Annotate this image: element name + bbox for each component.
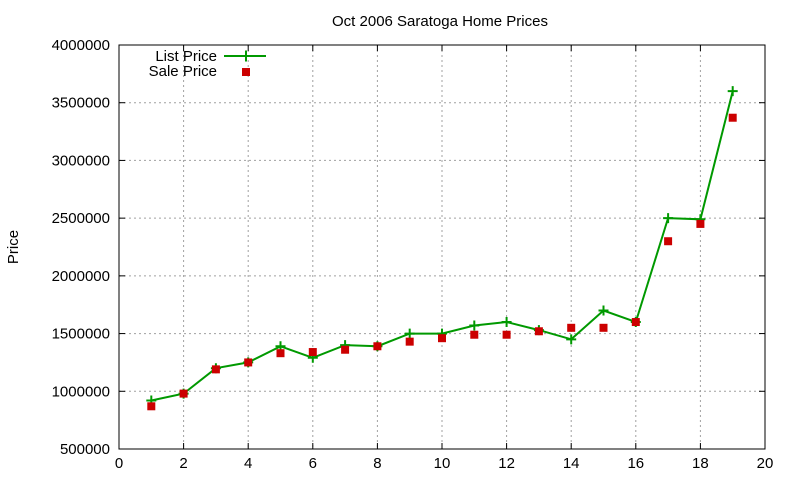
- sale-price-point: [502, 330, 511, 339]
- sale-price-point: [696, 219, 705, 228]
- x-tick-label: 12: [498, 455, 515, 472]
- y-tick-label: 2000000: [52, 268, 110, 285]
- list-price-point: [469, 320, 480, 331]
- sale-price-point: [438, 334, 446, 343]
- x-tick-label: 10: [434, 455, 451, 472]
- sale-price-point: [276, 349, 285, 358]
- sale-price-point: [728, 113, 737, 122]
- x-axis-tick-labels: 0 2 4 6 8 10 12 14 16 18 20: [115, 455, 774, 472]
- sale-price-point: [308, 348, 317, 357]
- y-tick-label: 2500000: [52, 210, 110, 227]
- sale-price-point: [211, 365, 220, 374]
- sale-price-point: [534, 327, 543, 336]
- list-price-point: [727, 86, 738, 97]
- grid: [119, 45, 765, 449]
- legend-marker-list-price: [240, 50, 252, 62]
- x-tick-label: 18: [692, 455, 709, 472]
- sale-price-point: [599, 323, 608, 332]
- sale-price-point: [147, 402, 156, 411]
- chart-title: Oct 2006 Saratoga Home Prices: [332, 13, 548, 30]
- sale-price-point: [567, 323, 576, 332]
- x-tick-label: 2: [179, 455, 187, 472]
- list-price-point: [501, 317, 512, 328]
- sale-price-point: [179, 389, 188, 398]
- sale-price-point: [373, 342, 382, 351]
- y-tick-label: 1000000: [52, 383, 110, 400]
- legend: List Price Sale Price: [149, 48, 266, 80]
- y-tick-label: 1500000: [52, 326, 110, 343]
- y-axis-label: Price: [5, 230, 22, 264]
- sale-price-point: [405, 337, 414, 346]
- list-price-point: [598, 305, 609, 316]
- x-tick-label: 8: [373, 455, 381, 472]
- list-price-point: [404, 328, 415, 339]
- sale-price-point: [470, 330, 479, 339]
- x-tick-label: 6: [309, 455, 317, 472]
- list-price-point: [663, 213, 674, 224]
- sale-price-point: [664, 237, 673, 246]
- y-tick-label: 4000000: [52, 37, 110, 54]
- x-tick-label: 14: [563, 455, 580, 472]
- sale-price-point: [244, 358, 253, 367]
- legend-marker-sale-price: [242, 68, 250, 76]
- x-tick-label: 4: [244, 455, 252, 472]
- x-tick-label: 16: [627, 455, 644, 472]
- list-price-point: [566, 334, 577, 345]
- y-tick-label: 3500000: [52, 95, 110, 112]
- y-tick-label: 3000000: [52, 152, 110, 169]
- sale-price-point: [341, 345, 350, 354]
- axis-ticks: [118, 44, 766, 450]
- legend-label-list-price: List Price: [155, 48, 217, 65]
- x-tick-label: 20: [757, 455, 774, 472]
- y-tick-label: 500000: [60, 441, 110, 458]
- x-tick-label: 0: [115, 455, 123, 472]
- series: [146, 86, 738, 411]
- sale-price-point: [631, 318, 640, 327]
- y-axis-tick-labels: 500000 1000000 1500000 2000000 2500000 300000…: [52, 37, 110, 458]
- legend-label-sale-price: Sale Price: [149, 63, 217, 80]
